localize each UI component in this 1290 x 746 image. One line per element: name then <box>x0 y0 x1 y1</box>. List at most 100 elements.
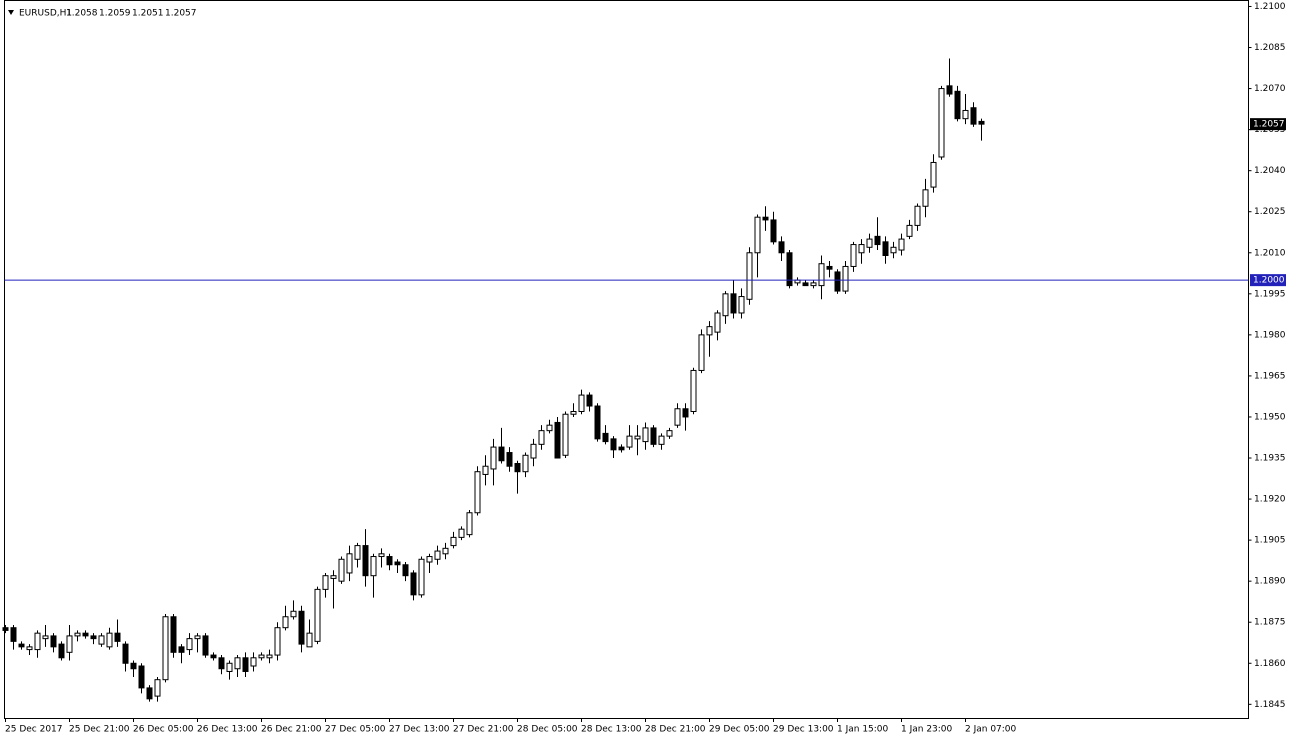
candle-body <box>810 282 817 287</box>
candle-body <box>330 575 337 579</box>
candle-body <box>866 238 873 248</box>
candle-body <box>530 443 537 459</box>
candle-body <box>978 120 985 125</box>
candle-body <box>18 643 25 648</box>
candle-body <box>122 643 129 664</box>
candle-body <box>250 657 257 667</box>
y-tick-label: 1.1995 <box>1254 289 1286 299</box>
candle-body <box>202 635 209 656</box>
x-tick-label: 26 Dec 21:00 <box>261 725 322 735</box>
candle-body <box>450 536 457 547</box>
current-price-label: 1.2057 <box>1253 120 1285 130</box>
symbol-title: EURUSD,H1 <box>19 9 72 19</box>
candle-body <box>746 252 753 300</box>
candle-body <box>378 553 385 558</box>
y-tick-label: 1.2100 <box>1254 2 1286 12</box>
candle-body <box>618 446 625 451</box>
candle-body <box>506 452 513 467</box>
y-tick-label: 1.1875 <box>1254 618 1286 628</box>
candle-body <box>394 561 401 566</box>
candle-body <box>522 454 529 473</box>
candle-body <box>826 265 833 270</box>
candle-body <box>690 369 697 412</box>
candle-body <box>706 326 713 336</box>
candle-body <box>874 235 881 246</box>
candle-body <box>234 657 241 670</box>
candle-body <box>298 610 305 645</box>
candle-body <box>914 205 921 226</box>
x-tick-label: 26 Dec 05:00 <box>133 725 194 735</box>
candle-body <box>418 558 425 596</box>
candle-body <box>218 657 225 670</box>
candle-body <box>730 293 737 314</box>
candle-body <box>314 588 321 642</box>
candle-body <box>458 528 465 538</box>
y-tick-label: 1.1965 <box>1254 371 1286 381</box>
candle-body <box>26 646 33 651</box>
candle-body <box>586 394 593 407</box>
x-tick-label: 28 Dec 13:00 <box>581 725 642 735</box>
y-tick-label: 1.2010 <box>1254 248 1286 258</box>
candle-body <box>786 252 793 287</box>
candle-body <box>386 556 393 566</box>
y-tick-label: 1.1905 <box>1254 536 1286 546</box>
x-tick-label: 27 Dec 21:00 <box>453 725 514 735</box>
hline-label-box <box>1250 274 1286 287</box>
candle-body <box>754 216 761 254</box>
ohlc-high: 1.2059 <box>99 9 131 19</box>
y-tick-label: 1.1950 <box>1254 412 1286 422</box>
candle-body <box>50 635 57 648</box>
y-tick-label: 1.1890 <box>1254 577 1286 587</box>
candle-body <box>842 265 849 292</box>
x-tick-label: 2 Jan 07:00 <box>965 725 1017 735</box>
candle-body <box>762 216 769 221</box>
x-tick-label: 25 Dec 2017 <box>5 725 63 735</box>
candle-body <box>258 654 265 659</box>
candle-body <box>658 435 665 445</box>
candle-body <box>82 632 89 637</box>
candle-body <box>714 312 721 333</box>
candle-body <box>66 635 73 653</box>
x-tick-label: 28 Dec 21:00 <box>645 725 706 735</box>
candle-body <box>370 556 377 577</box>
x-tick-label: 29 Dec 05:00 <box>709 725 770 735</box>
candle-body <box>42 635 49 640</box>
candle-body <box>610 438 617 451</box>
candle-body <box>274 627 281 656</box>
candle-body <box>346 553 353 574</box>
candle-body <box>162 616 169 681</box>
candle-body <box>466 512 473 536</box>
dropdown-arrow[interactable] <box>8 10 14 15</box>
candle-body <box>930 161 937 188</box>
ohlc-open: 1.2058 <box>66 9 98 19</box>
candle-body <box>354 545 361 560</box>
candle-body <box>138 665 145 689</box>
candle-body <box>410 572 417 596</box>
x-tick-label: 1 Jan 23:00 <box>901 725 953 735</box>
candle-body <box>802 282 809 287</box>
candle-body <box>34 632 41 651</box>
candle-body <box>770 219 777 243</box>
candle-body <box>498 446 505 462</box>
candle-body <box>290 610 297 618</box>
candle-body <box>898 238 905 251</box>
candle-body <box>674 408 681 426</box>
candle-body <box>546 424 553 432</box>
candle-body <box>922 189 929 207</box>
candle-body <box>562 413 569 456</box>
candle-body <box>58 643 65 659</box>
y-tick-label: 1.2085 <box>1254 43 1286 53</box>
candle-body <box>322 575 329 590</box>
candle-body <box>130 662 137 670</box>
candle-body <box>474 471 481 514</box>
candle-body <box>362 545 369 577</box>
candle-body <box>578 394 585 412</box>
candle-body <box>954 90 961 120</box>
candle-body <box>962 109 969 120</box>
y-tick-label: 1.1935 <box>1254 454 1286 464</box>
candle-body <box>850 244 857 267</box>
candle-body <box>642 427 649 443</box>
candle-body <box>482 465 489 475</box>
candle-body <box>722 293 729 317</box>
